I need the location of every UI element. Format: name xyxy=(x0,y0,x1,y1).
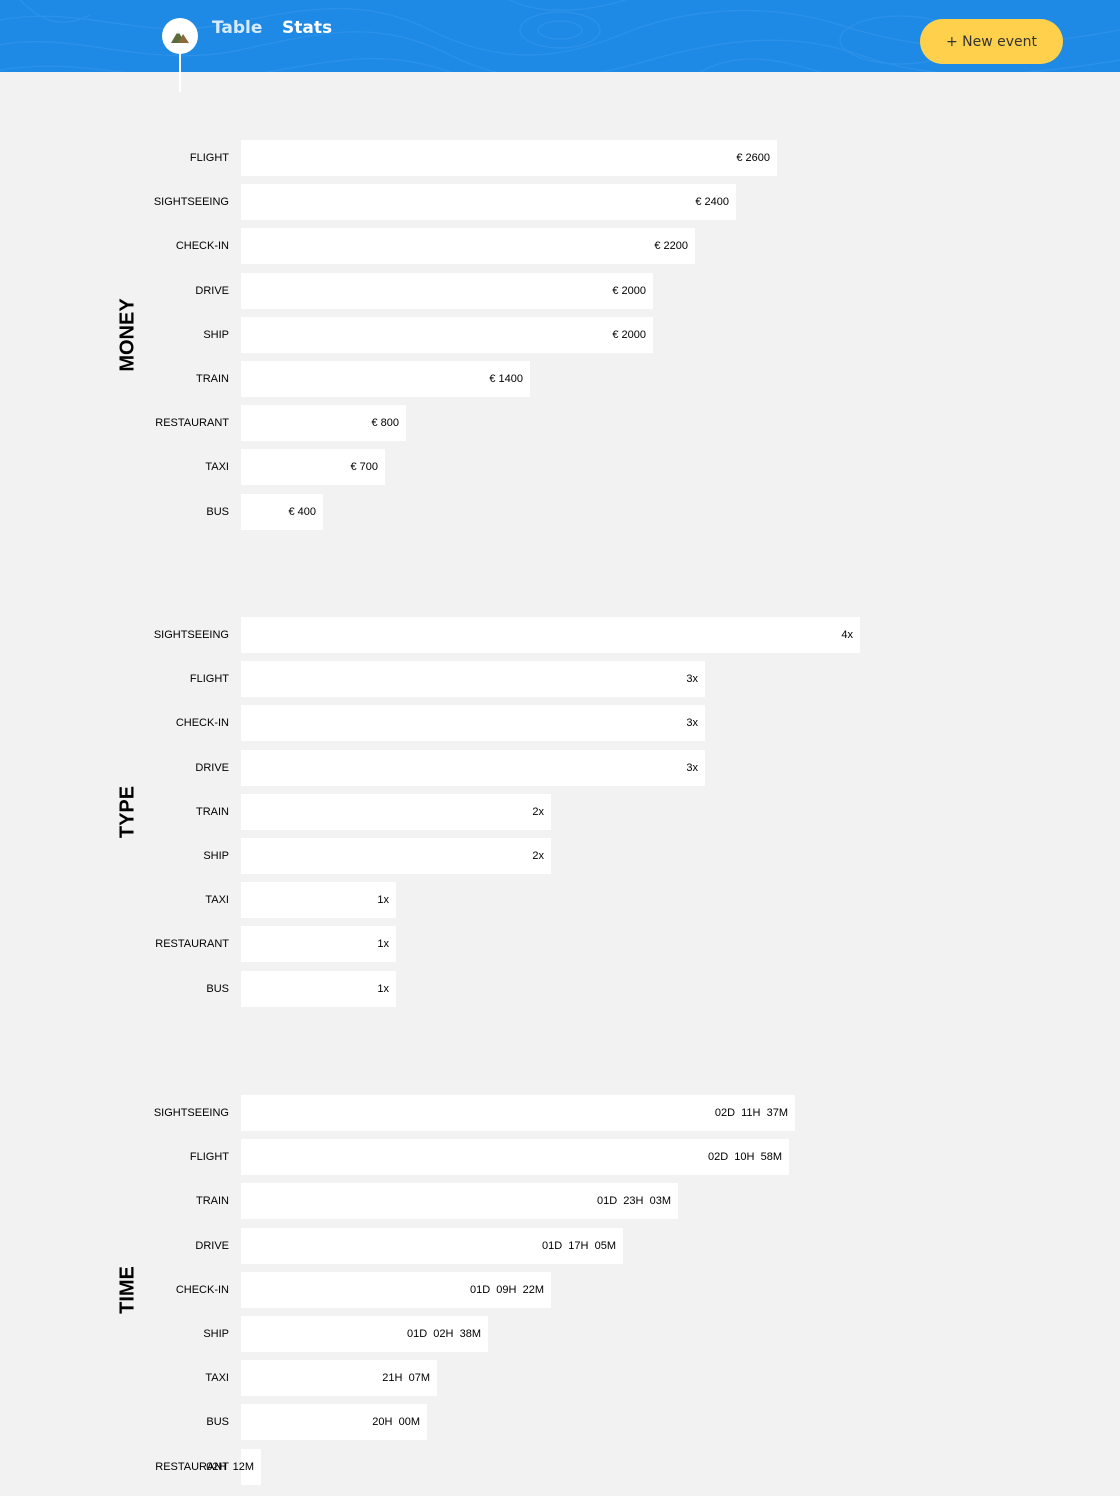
category-label: DRIVE xyxy=(195,762,229,774)
category-label: TAXI xyxy=(205,1372,229,1384)
bar-value-label: 02D 11H 37M xyxy=(714,1107,788,1119)
bar: 21H 07M xyxy=(241,1360,437,1396)
chart-time: TIME SIGHTSEEING 02D 11H 37M FLIGHT 02D 10H … xyxy=(0,1095,1120,1485)
bar-value-label: 01D 23H 03M xyxy=(597,1195,671,1207)
bar-value-label: € 400 xyxy=(288,506,316,518)
category-label: SHIP xyxy=(203,329,229,341)
bar: 3x xyxy=(241,705,705,741)
bar-value-label: 21H 07M xyxy=(382,1372,430,1384)
chart-title: TIME xyxy=(116,1265,139,1314)
category-label: DRIVE xyxy=(195,1240,229,1252)
bar: 1x xyxy=(241,882,396,918)
bar-value-label: 02D 10H 58M xyxy=(708,1151,782,1163)
category-label: TAXI xyxy=(205,894,229,906)
bar-value-label: 3x xyxy=(686,762,698,774)
bar: € 400 xyxy=(241,494,323,530)
category-label: TAXI xyxy=(205,461,229,473)
bar: € 2200 xyxy=(241,228,695,264)
bar: 4x xyxy=(241,617,860,653)
bar: € 2600 xyxy=(241,140,777,176)
category-label: CHECK-IN xyxy=(175,717,229,729)
bar-value-label: € 2000 xyxy=(612,285,646,297)
bar-value-label: 3x xyxy=(686,717,698,729)
bar: € 2000 xyxy=(241,317,653,353)
mountain-icon xyxy=(171,31,189,43)
nav-stats-link[interactable]: Stats xyxy=(282,18,333,38)
bar-value-label: 02H 12M xyxy=(206,1461,254,1473)
category-label: RESTAURANT xyxy=(155,938,229,950)
bar: 01D 02H 38M xyxy=(241,1316,488,1352)
category-label: BUS xyxy=(206,1416,229,1428)
category-label: SHIP xyxy=(203,850,229,862)
category-label: TRAIN xyxy=(196,1195,229,1207)
category-label: CHECK-IN xyxy=(175,1284,229,1296)
bar-value-label: € 2200 xyxy=(654,240,688,252)
category-label: FLIGHT xyxy=(189,673,229,685)
bar: 1x xyxy=(241,971,396,1007)
bar-value-label: 3x xyxy=(686,673,698,685)
bar: € 1400 xyxy=(241,361,530,397)
chart-money: MONEY FLIGHT € 2600 SIGHTSEEING € 2400 CHECK-… xyxy=(0,140,1120,530)
category-label: SHIP xyxy=(203,1328,229,1340)
category-label: DRIVE xyxy=(195,285,229,297)
bar-value-label: € 1400 xyxy=(489,373,523,385)
category-label: BUS xyxy=(206,983,229,995)
category-label: TRAIN xyxy=(196,373,229,385)
bar: 1x xyxy=(241,926,396,962)
bar-value-label: 2x xyxy=(532,806,544,818)
bar-value-label: € 2400 xyxy=(695,196,729,208)
bar-value-label: 2x xyxy=(532,850,544,862)
bar-value-label: € 700 xyxy=(350,461,378,473)
bar-value-label: 01D 02H 38M xyxy=(407,1328,481,1340)
category-label: SIGHTSEEING xyxy=(153,629,229,641)
bar: € 800 xyxy=(241,405,406,441)
bar: € 2400 xyxy=(241,184,736,220)
new-event-button[interactable]: + New event xyxy=(920,19,1063,64)
bar: 01D 09H 22M xyxy=(241,1272,551,1308)
bar-value-label: 20H 00M xyxy=(372,1416,420,1428)
category-label: RESTAURANT xyxy=(155,417,229,429)
category-label: RESTAURANT xyxy=(155,1461,229,1473)
chart-title: MONEY xyxy=(116,298,139,372)
bar-value-label: 1x xyxy=(377,938,389,950)
bar: 02D 11H 37M xyxy=(241,1095,795,1131)
bar-value-label: 4x xyxy=(841,629,853,641)
category-label: FLIGHT xyxy=(189,1151,229,1163)
bar-value-label: 01D 09H 22M xyxy=(470,1284,544,1296)
bar-value-label: € 2000 xyxy=(612,329,646,341)
category-label: TRAIN xyxy=(196,806,229,818)
category-label: FLIGHT xyxy=(189,152,229,164)
bar: 2x xyxy=(241,838,551,874)
logo-stem-line xyxy=(179,54,181,92)
bar: 2x xyxy=(241,794,551,830)
chart-type: TYPE SIGHTSEEING 4x FLIGHT 3x CHECK-IN 3x DRIVE… xyxy=(0,617,1120,1007)
bar: 01D 23H 03M xyxy=(241,1183,678,1219)
bar: 01D 17H 05M xyxy=(241,1228,623,1264)
app-header: Table Stats + New event xyxy=(0,0,1120,72)
chart-title: TYPE xyxy=(116,785,139,838)
bar: 02H 12M xyxy=(206,1449,261,1485)
bar: 20H 00M xyxy=(241,1404,427,1440)
nav-table-link[interactable]: Table xyxy=(212,18,263,38)
bar-value-label: € 2600 xyxy=(736,152,770,164)
bar: 3x xyxy=(241,750,705,786)
category-label: SIGHTSEEING xyxy=(153,1107,229,1119)
bar-value-label: 1x xyxy=(377,983,389,995)
bar: 02D 10H 58M xyxy=(241,1139,789,1175)
bar: € 700 xyxy=(241,449,385,485)
bar: € 2000 xyxy=(241,273,653,309)
bar-value-label: 1x xyxy=(377,894,389,906)
bar: 3x xyxy=(241,661,705,697)
bar-value-label: € 800 xyxy=(371,417,399,429)
category-label: SIGHTSEEING xyxy=(153,196,229,208)
category-label: CHECK-IN xyxy=(175,240,229,252)
bar-value-label: 01D 17H 05M xyxy=(542,1240,616,1252)
category-label: BUS xyxy=(206,506,229,518)
app-logo[interactable] xyxy=(162,18,198,54)
